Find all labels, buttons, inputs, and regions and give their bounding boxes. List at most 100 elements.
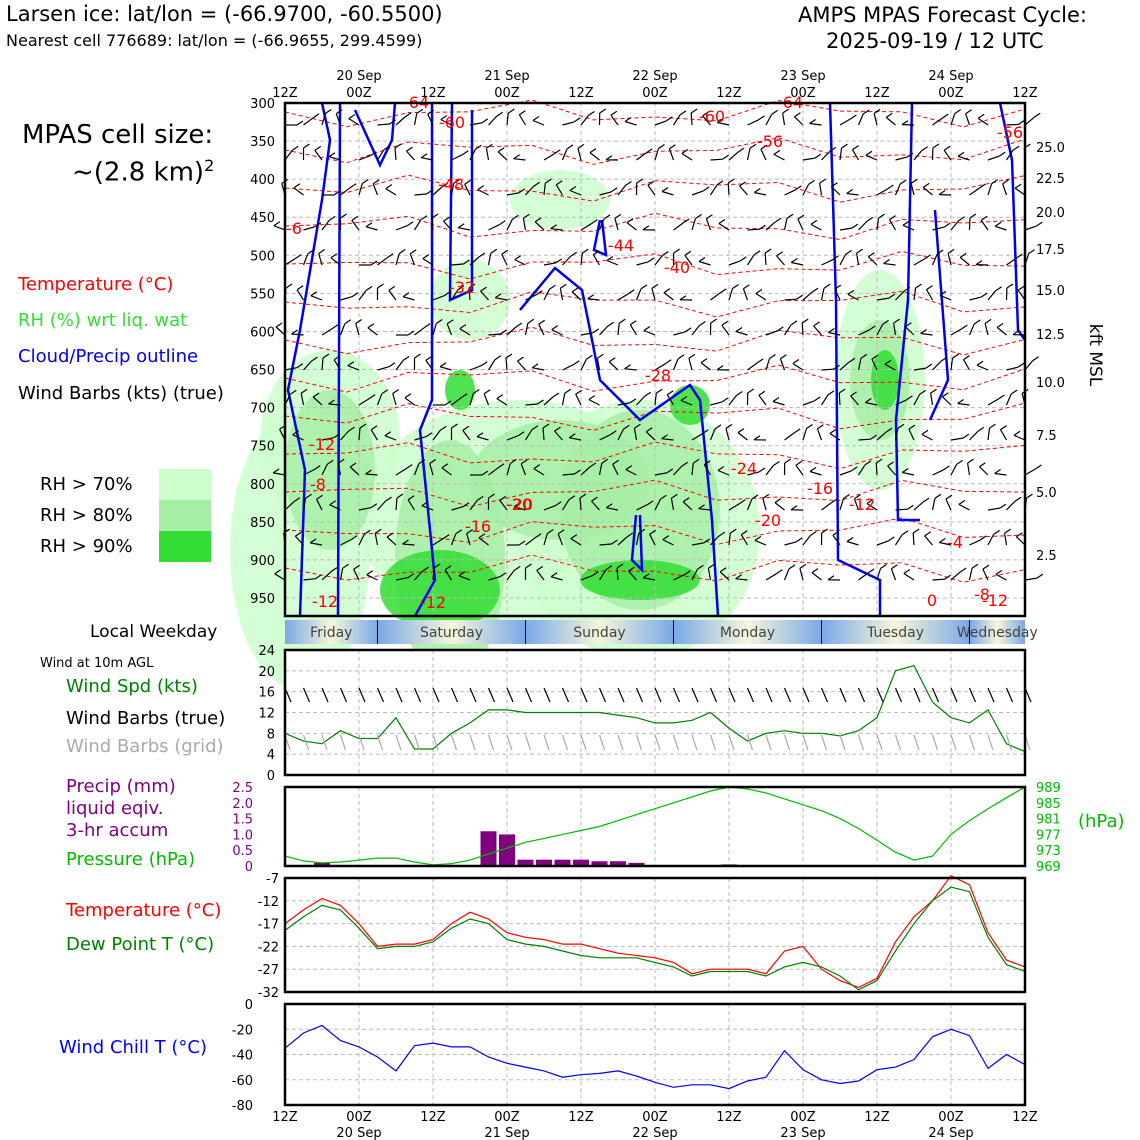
wind-barb: [514, 259, 526, 266]
wind-barb: [580, 253, 583, 266]
wind-barb: [684, 254, 693, 266]
pressure-tick-label: 900: [250, 554, 275, 569]
wind-barb-feather: [392, 389, 400, 394]
wind-barb: [538, 323, 545, 336]
wind-barb: [458, 575, 471, 581]
wind-barb: [358, 398, 370, 406]
wind-barb: [617, 323, 620, 336]
wind-barb: [413, 463, 420, 476]
pressure-tick: 969: [1036, 860, 1061, 875]
wind-barb: [543, 153, 555, 161]
surface-wind-barb: [413, 687, 422, 703]
wind-barb-feather: [472, 389, 480, 394]
cloud-outline: [519, 266, 720, 617]
cloud-outline: [592, 219, 608, 257]
wind-barb-feather: [703, 460, 711, 466]
wind-barb-feather: [624, 117, 632, 122]
wind-barb: [388, 290, 397, 301]
wind-barb: [450, 183, 455, 196]
wind-barb-feather: [478, 252, 486, 258]
wind-barb: [728, 151, 739, 161]
temperature-line: [284, 874, 1026, 989]
precip-tick: 1.0: [232, 828, 253, 843]
top-time-tick: 12Z: [420, 86, 446, 101]
wind-barb-feather: [605, 155, 613, 161]
wind-barb-feather: [555, 258, 563, 264]
wind-barb-feather: [721, 320, 729, 326]
wind-barb-feather: [984, 318, 992, 324]
wind-barb-feather: [587, 294, 594, 300]
wind-barb: [275, 326, 286, 336]
wind-barb-feather: [830, 498, 838, 504]
wind-barb-feather: [1010, 389, 1018, 395]
wind-barb: [654, 472, 667, 476]
wind-barb: [820, 288, 825, 301]
wind-barb-feather: [799, 563, 807, 569]
wind-barb: [680, 399, 693, 406]
wind-barb: [742, 288, 749, 301]
rh-shading-region: [445, 370, 475, 410]
forecast-cycle-label: 2025-09-19 / 12 UTC: [826, 29, 1044, 53]
wind-barb-feather: [856, 248, 863, 254]
wind-barb: [1024, 116, 1035, 126]
wind-barb: [525, 403, 538, 406]
wind-barb-feather: [795, 537, 803, 543]
wind-barb: [316, 499, 323, 511]
surface-grid-wind-barb: [469, 734, 476, 751]
wind-barb: [661, 190, 674, 196]
wind-barb-feather: [993, 529, 1000, 535]
surface-grid-wind-barb: [876, 734, 883, 751]
wind-barb-feather: [337, 458, 345, 464]
wind-barb-feather: [645, 148, 653, 154]
wind-barb: [1015, 536, 1026, 546]
wind-barb: [340, 430, 349, 441]
weekday-label: Tuesday: [866, 625, 924, 641]
wind-barb: [876, 540, 889, 546]
wind-barb-feather: [422, 566, 429, 572]
wind-barb: [432, 567, 435, 581]
wind-barb-feather: [671, 493, 678, 499]
wind-barb-feather: [956, 459, 963, 465]
pressure-tick-label: 450: [250, 211, 275, 226]
pressure-tick: 973: [1036, 844, 1061, 859]
surface-grid-wind-barb: [968, 734, 976, 751]
wind-barb-feather: [753, 188, 761, 193]
wind-barb-feather: [444, 400, 452, 406]
wind-barb: [353, 569, 360, 581]
wind-barb-feather: [368, 394, 376, 400]
wind-barb-feather: [525, 563, 532, 569]
wind-barb: [673, 574, 685, 581]
cloud-outline: [413, 103, 437, 617]
surface-grid-wind-barb: [691, 734, 698, 751]
wind-barb: [737, 432, 748, 441]
wind-barb-feather: [405, 464, 413, 470]
wind-barb-feather: [862, 109, 870, 115]
wind-barb: [810, 223, 822, 231]
wind-barb: [451, 506, 464, 511]
wind-barb: [950, 464, 958, 476]
wind-barb: [947, 253, 952, 266]
wind-barb: [303, 226, 316, 231]
wind-barb: [441, 467, 452, 476]
wind-barb-feather: [461, 150, 469, 156]
wind10-title: Wind at 10m AGL: [40, 656, 154, 671]
pressure-tick: 981: [1036, 813, 1061, 828]
wind-barb-feather: [664, 359, 672, 365]
temperature-contour-label: -60: [439, 113, 465, 132]
wind-barb-feather: [794, 112, 801, 118]
wind-barb-feather: [796, 294, 803, 300]
temperature-contour-label: -48: [438, 175, 464, 194]
wind-barb-feather: [942, 392, 949, 398]
wind-barb: [1024, 577, 1037, 581]
wind-barb: [570, 538, 582, 546]
weekday-label: Wednesday: [957, 625, 1038, 641]
wind-barb: [649, 533, 656, 546]
wind-barb-feather: [296, 363, 304, 369]
wind-barb-feather: [1026, 493, 1033, 499]
windchill-tick: -20: [232, 1023, 253, 1038]
wind-barb-feather: [851, 223, 859, 229]
wind-barb-feather: [628, 566, 635, 572]
cloud-outline: [286, 102, 332, 617]
wind-barb: [598, 569, 607, 581]
wind-barb: [779, 358, 786, 371]
